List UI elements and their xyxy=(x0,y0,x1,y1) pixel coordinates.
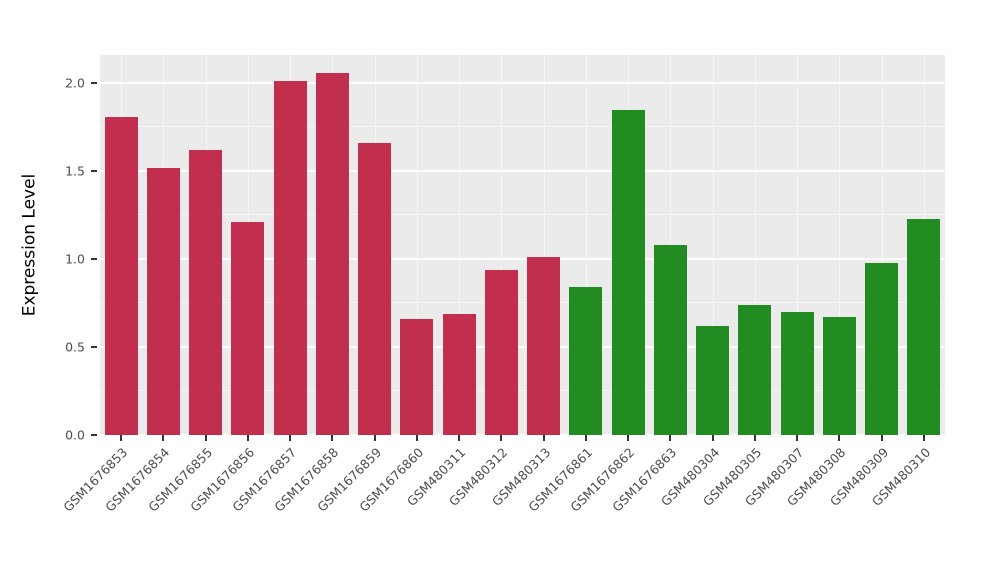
bars-container xyxy=(100,55,945,435)
x-tick-mark xyxy=(204,435,207,441)
bar xyxy=(780,311,814,435)
bar xyxy=(569,287,603,435)
plot-panel xyxy=(100,55,945,435)
y-tick-mark xyxy=(91,82,97,85)
bar xyxy=(442,313,476,435)
bar xyxy=(273,81,307,435)
bar xyxy=(527,257,561,435)
x-tick-mark xyxy=(246,435,249,441)
y-tick-label: 0.5 xyxy=(65,338,85,354)
gridline-vertical xyxy=(881,55,883,435)
bar-slot xyxy=(903,55,945,435)
gridline-vertical xyxy=(459,55,461,435)
bar-slot xyxy=(565,55,607,435)
x-tick-mark xyxy=(753,435,756,441)
bar-slot xyxy=(480,55,522,435)
x-tick-mark xyxy=(542,435,545,441)
gridline-major xyxy=(100,170,945,173)
x-tick-mark xyxy=(669,435,672,441)
gridline-vertical xyxy=(416,55,418,435)
bar-slot xyxy=(354,55,396,435)
bar xyxy=(822,317,856,435)
bar xyxy=(653,245,687,435)
bar-slot xyxy=(692,55,734,435)
x-tick-mark xyxy=(289,435,292,441)
bar xyxy=(865,262,899,435)
bar xyxy=(400,318,434,435)
x-tick-mark xyxy=(415,435,418,441)
x-tick-mark xyxy=(584,435,587,441)
bar-slot xyxy=(396,55,438,435)
y-axis: 0.0 0.5 1.0 1.5 2.0 xyxy=(0,55,100,440)
bar-slot xyxy=(818,55,860,435)
x-tick-mark xyxy=(922,435,925,441)
bar-slot xyxy=(311,55,353,435)
gridline-major xyxy=(100,346,945,349)
bar xyxy=(907,218,941,435)
x-tick-mark xyxy=(120,435,123,441)
y-tick-label: 1.0 xyxy=(65,250,85,266)
bar xyxy=(696,325,730,435)
x-tick-mark xyxy=(796,435,799,441)
bar-slot xyxy=(185,55,227,435)
bar-slot xyxy=(607,55,649,435)
bar xyxy=(738,304,772,435)
x-tick-mark xyxy=(458,435,461,441)
x-axis: GSM1676853 GSM1676854 GSM1676855 GSM1676856… xyxy=(60,435,945,565)
bar-slot xyxy=(734,55,776,435)
y-tick-mark xyxy=(91,170,97,173)
bar xyxy=(315,72,349,435)
y-tick-mark xyxy=(91,346,97,349)
bar-slot xyxy=(649,55,691,435)
bar-slot xyxy=(523,55,565,435)
x-tick-mark xyxy=(500,435,503,441)
gridline-major xyxy=(100,434,945,435)
bar-slot xyxy=(438,55,480,435)
bar xyxy=(484,269,518,435)
gridline-vertical xyxy=(797,55,799,435)
bar xyxy=(231,222,265,435)
bar xyxy=(611,109,645,435)
x-tick-mark xyxy=(711,435,714,441)
gridline-vertical xyxy=(543,55,545,435)
y-tick-label: 0.0 xyxy=(65,426,85,442)
bar xyxy=(358,142,392,435)
x-tick-mark xyxy=(627,435,630,441)
x-tick-mark xyxy=(838,435,841,441)
x-tick-mark xyxy=(880,435,883,441)
gridline-minor xyxy=(100,302,945,304)
bar xyxy=(104,116,138,435)
gridline-major xyxy=(100,82,945,85)
y-tick-mark xyxy=(91,258,97,261)
bar-slot xyxy=(776,55,818,435)
x-tick-mark xyxy=(162,435,165,441)
gridline-vertical xyxy=(501,55,503,435)
y-tick-mark xyxy=(91,434,97,436)
bar-slot xyxy=(269,55,311,435)
bar xyxy=(189,150,223,435)
gridline-vertical xyxy=(585,55,587,435)
gridline-vertical xyxy=(839,55,841,435)
x-tick-mark xyxy=(331,435,334,441)
bar-slot xyxy=(861,55,903,435)
gridline-minor xyxy=(100,214,945,216)
bar xyxy=(146,167,180,435)
y-tick-label: 1.5 xyxy=(65,162,85,178)
bar-slot xyxy=(227,55,269,435)
y-tick-label: 2.0 xyxy=(65,74,85,90)
gridline-vertical xyxy=(754,55,756,435)
gridline-major xyxy=(100,258,945,261)
bar-slot xyxy=(100,55,142,435)
gridline-minor xyxy=(100,126,945,128)
gridline-minor xyxy=(100,390,945,392)
bar-slot xyxy=(142,55,184,435)
x-tick-mark xyxy=(373,435,376,441)
gridline-vertical xyxy=(712,55,714,435)
